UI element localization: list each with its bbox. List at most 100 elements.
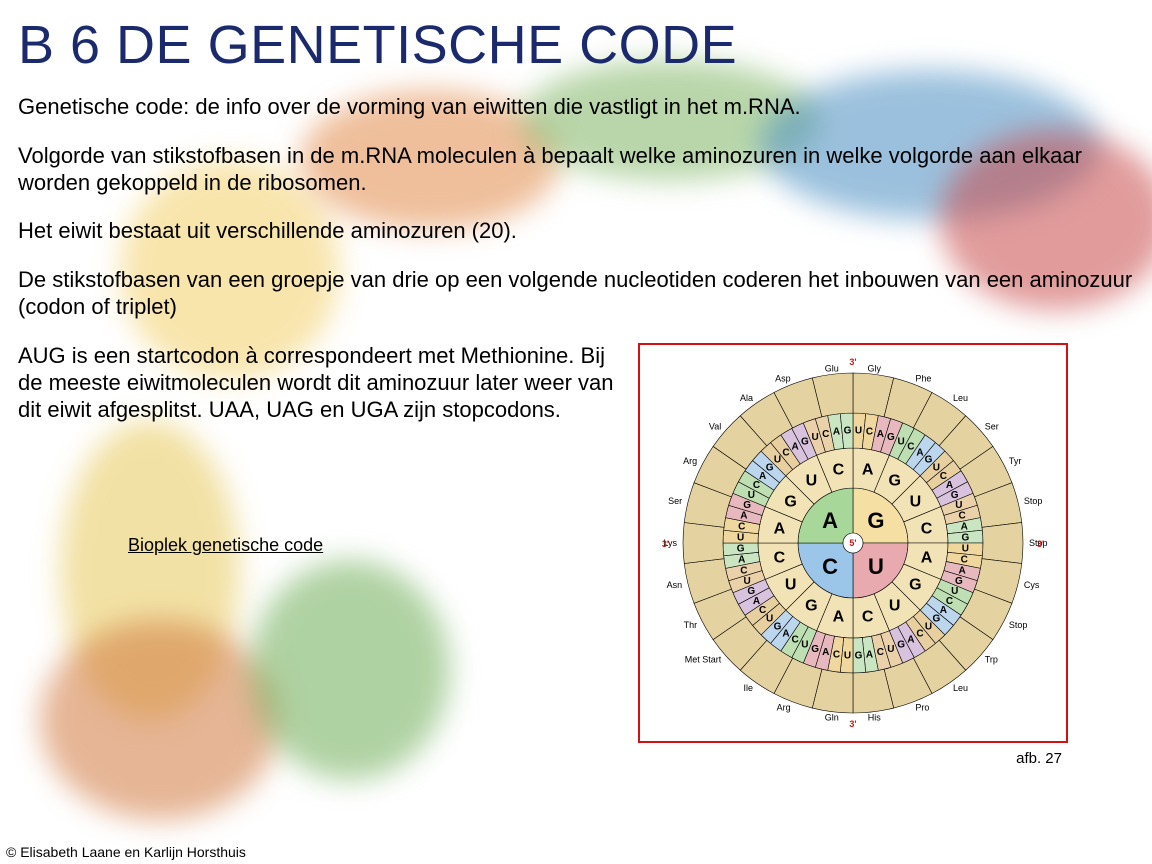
svg-text:Gly: Gly bbox=[867, 363, 881, 373]
svg-text:His: His bbox=[868, 713, 881, 723]
svg-text:C: C bbox=[921, 520, 933, 537]
svg-text:A: A bbox=[862, 461, 874, 478]
svg-text:A: A bbox=[833, 609, 845, 626]
svg-text:Gln: Gln bbox=[825, 713, 839, 723]
svg-text:G: G bbox=[774, 621, 782, 632]
svg-text:U: U bbox=[737, 532, 744, 543]
svg-text:Leu: Leu bbox=[953, 393, 968, 403]
svg-text:G: G bbox=[811, 644, 819, 655]
svg-text:Thr: Thr bbox=[684, 620, 698, 630]
svg-text:G: G bbox=[766, 462, 774, 473]
svg-text:C: C bbox=[822, 554, 838, 579]
svg-text:U: U bbox=[855, 426, 862, 437]
svg-text:U: U bbox=[844, 650, 851, 661]
svg-text:A: A bbox=[822, 508, 838, 533]
svg-text:A: A bbox=[782, 628, 789, 639]
svg-text:U: U bbox=[887, 644, 894, 655]
svg-text:G: G bbox=[888, 473, 900, 490]
svg-text:U: U bbox=[743, 576, 750, 587]
svg-text:G: G bbox=[925, 455, 933, 466]
svg-text:Glu: Glu bbox=[825, 363, 839, 373]
svg-text:C: C bbox=[822, 429, 829, 440]
svg-text:Leu: Leu bbox=[953, 683, 968, 693]
svg-text:C: C bbox=[782, 448, 789, 459]
svg-text:Tyr: Tyr bbox=[1009, 456, 1022, 466]
svg-text:A: A bbox=[907, 634, 914, 645]
svg-text:G: G bbox=[855, 650, 863, 661]
svg-text:Ser: Ser bbox=[985, 421, 999, 431]
svg-text:U: U bbox=[748, 490, 755, 501]
svg-text:A: A bbox=[866, 649, 873, 660]
svg-text:G: G bbox=[867, 508, 884, 533]
svg-text:A: A bbox=[740, 511, 747, 522]
copyright-footer: © Elisabeth Laane en Karlijn Horsthuis bbox=[6, 844, 246, 860]
svg-text:C: C bbox=[740, 565, 747, 576]
svg-text:A: A bbox=[774, 520, 786, 537]
svg-text:G: G bbox=[801, 436, 809, 447]
codon-wheel-svg: GUCA5'AGUCAGUCAGUCAGUCUCAGUCAGUCAGUCAGUC… bbox=[648, 353, 1058, 733]
svg-text:C: C bbox=[959, 511, 966, 522]
svg-text:C: C bbox=[961, 554, 968, 565]
svg-text:Arg: Arg bbox=[683, 456, 697, 466]
svg-text:U: U bbox=[910, 493, 922, 510]
svg-text:G: G bbox=[844, 426, 852, 437]
svg-text:C: C bbox=[862, 609, 874, 626]
svg-text:A: A bbox=[833, 427, 840, 438]
svg-text:U: U bbox=[766, 614, 773, 625]
svg-text:A: A bbox=[792, 441, 799, 452]
bioplek-link[interactable]: Bioplek genetische code bbox=[128, 535, 323, 556]
svg-text:A: A bbox=[916, 448, 923, 459]
svg-text:G: G bbox=[784, 493, 796, 510]
svg-text:Ile: Ile bbox=[744, 683, 754, 693]
svg-text:Trp: Trp bbox=[985, 655, 998, 665]
svg-text:C: C bbox=[877, 647, 884, 658]
svg-text:G: G bbox=[909, 577, 921, 594]
svg-text:C: C bbox=[916, 628, 923, 639]
svg-text:A: A bbox=[940, 605, 947, 616]
svg-text:U: U bbox=[955, 500, 962, 511]
svg-text:U: U bbox=[811, 432, 818, 443]
svg-text:G: G bbox=[805, 597, 817, 614]
svg-text:A: A bbox=[959, 565, 966, 576]
svg-text:C: C bbox=[774, 550, 786, 567]
svg-text:C: C bbox=[833, 461, 845, 478]
paragraph-1: Genetische code: de info over de vorming… bbox=[18, 94, 1134, 121]
svg-text:A: A bbox=[738, 554, 745, 565]
svg-text:A: A bbox=[921, 550, 933, 567]
svg-text:U: U bbox=[801, 640, 808, 651]
svg-text:Val: Val bbox=[709, 421, 721, 431]
svg-text:3': 3' bbox=[662, 539, 669, 549]
svg-text:U: U bbox=[868, 554, 884, 579]
svg-text:3': 3' bbox=[849, 357, 856, 367]
svg-text:3': 3' bbox=[849, 719, 856, 729]
paragraph-2: Volgorde van stikstofbasen in de m.RNA m… bbox=[18, 143, 1134, 197]
svg-text:U: U bbox=[962, 543, 969, 554]
svg-text:Arg: Arg bbox=[777, 703, 791, 713]
svg-text:G: G bbox=[737, 543, 745, 554]
svg-text:5': 5' bbox=[849, 538, 856, 548]
paragraph-3: Het eiwit bestaat uit verschillende amin… bbox=[18, 218, 1134, 245]
svg-text:G: G bbox=[961, 532, 969, 543]
svg-text:Ala: Ala bbox=[740, 393, 753, 403]
svg-text:G: G bbox=[747, 586, 755, 597]
svg-text:Phe: Phe bbox=[915, 373, 931, 383]
svg-text:C: C bbox=[792, 634, 799, 645]
svg-text:3': 3' bbox=[1037, 539, 1044, 549]
svg-text:C: C bbox=[907, 441, 914, 452]
svg-text:Ser: Ser bbox=[668, 496, 682, 506]
svg-text:U: U bbox=[925, 621, 932, 632]
svg-text:Met Start: Met Start bbox=[685, 655, 722, 665]
svg-text:U: U bbox=[897, 436, 904, 447]
svg-text:Asn: Asn bbox=[667, 580, 683, 590]
svg-text:C: C bbox=[866, 427, 873, 438]
svg-text:U: U bbox=[889, 597, 901, 614]
codon-wheel-figure: GUCA5'AGUCAGUCAGUCAGUCUCAGUCAGUCAGUCAGUC… bbox=[638, 343, 1068, 743]
svg-text:G: G bbox=[887, 432, 895, 443]
svg-text:C: C bbox=[738, 521, 745, 532]
svg-text:Asp: Asp bbox=[775, 373, 791, 383]
svg-text:A: A bbox=[753, 596, 760, 607]
svg-text:Cys: Cys bbox=[1024, 580, 1040, 590]
svg-text:U: U bbox=[806, 473, 818, 490]
svg-text:A: A bbox=[877, 429, 884, 440]
svg-text:C: C bbox=[833, 649, 840, 660]
